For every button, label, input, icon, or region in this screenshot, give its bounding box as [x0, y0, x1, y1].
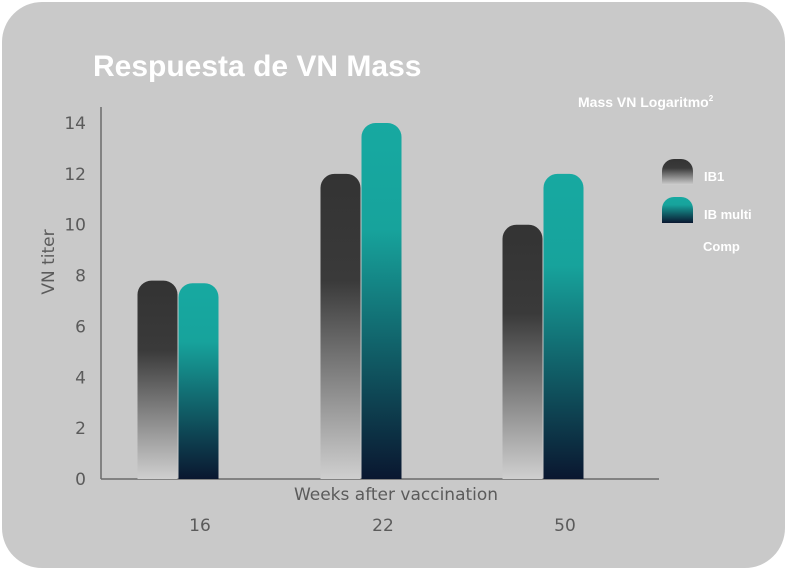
y-tick-label: 6: [75, 317, 86, 337]
bar-ib-multi-22: [361, 123, 402, 479]
y-tick-label: 4: [75, 368, 86, 388]
y-tick-label: 14: [64, 114, 86, 134]
bar-ib1-22: [320, 173, 361, 479]
y-tick-label: 8: [75, 267, 86, 287]
bars: [137, 123, 584, 479]
y-axis-label: VN titer: [39, 229, 59, 294]
y-tick-label: 2: [75, 419, 86, 439]
y-ticks: 0 2 4 6 8 10 12 14: [64, 114, 86, 490]
legend-swatch-ib1: [662, 159, 693, 185]
x-tick-label: 16: [189, 516, 211, 536]
legend: IB1 IB multi Comp: [662, 159, 752, 254]
chart-subtitle: Mass VN Logaritmo2: [578, 94, 714, 110]
x-ticks: 16 22 50: [189, 516, 576, 536]
bar-ib1-16: [137, 280, 178, 479]
y-tick-label: 10: [64, 216, 86, 236]
legend-label-ib-multi: IB multi: [704, 207, 752, 222]
chart-title: Respuesta de VN Mass: [93, 50, 421, 83]
legend-note: Comp: [703, 239, 740, 254]
legend-swatch-ib-multi: [662, 197, 693, 223]
bar-ib-multi-50: [543, 173, 584, 479]
y-tick-label: 0: [75, 470, 86, 490]
bar-ib-multi-16: [178, 283, 219, 479]
bar-ib1-50: [502, 224, 543, 479]
x-tick-label: 50: [554, 516, 576, 536]
legend-label-ib1: IB1: [704, 169, 724, 184]
y-tick-label: 12: [64, 165, 86, 185]
x-axis-label: Weeks after vaccination: [294, 485, 498, 505]
x-tick-label: 22: [372, 516, 394, 536]
